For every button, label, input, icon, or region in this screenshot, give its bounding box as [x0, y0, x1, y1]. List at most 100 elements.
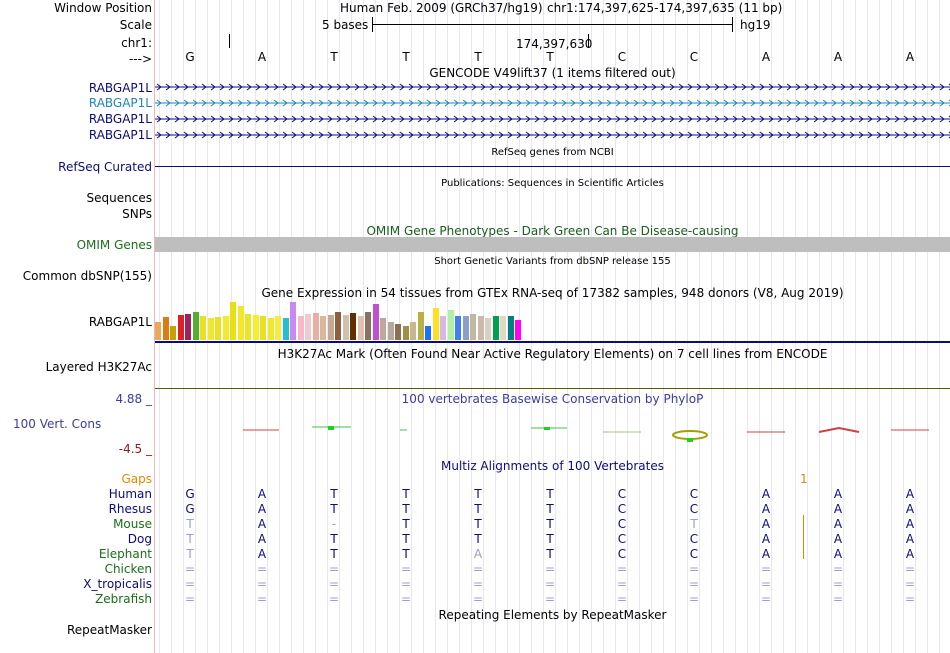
gencode-gene-label-3[interactable]: RABGAP1L [88, 112, 152, 126]
conservation-title[interactable]: 100 vertebrates Basewise Conservation by… [401, 392, 704, 406]
gencode-gene-label-4[interactable]: RABGAP1L [88, 128, 152, 142]
species-label[interactable]: Elephant [98, 547, 152, 561]
repeatmasker-title[interactable]: Repeating Elements by RepeatMasker [438, 608, 667, 622]
gtex-tissue-bar[interactable] [267, 318, 274, 340]
gtex-tissue-bar[interactable] [312, 313, 319, 340]
gtex-tissue-bar[interactable] [372, 304, 379, 340]
gtex-tissue-bar[interactable] [402, 326, 409, 340]
h3k27ac-title[interactable]: H3K27Ac Mark (Often Found Near Active Re… [277, 347, 828, 361]
gencode-gene-label-2[interactable]: RABGAP1L [88, 96, 152, 110]
gtex-tissue-bar[interactable] [455, 316, 461, 340]
species-label[interactable]: Zebrafish [95, 592, 152, 606]
gtex-tissue-bar[interactable] [237, 306, 244, 340]
gtex-tissue-bar[interactable] [395, 324, 401, 340]
strand-chevron [750, 131, 756, 139]
gtex-tissue-bar[interactable] [462, 316, 469, 340]
gtex-tissue-bar[interactable] [500, 316, 506, 340]
multiz-title[interactable]: Multiz Alignments of 100 Vertebrates [440, 459, 665, 473]
gtex-tissue-bar[interactable] [222, 316, 229, 340]
gtex-tissue-bar[interactable] [320, 316, 326, 340]
species-label[interactable]: Mouse [113, 517, 152, 531]
conservation-label[interactable]: 100 Vert. Cons [13, 417, 102, 431]
gtex-tissue-bar[interactable] [260, 316, 266, 340]
gtex-tissue-bar[interactable] [192, 312, 199, 340]
strand-chevron [345, 83, 351, 91]
conservation-plot[interactable] [155, 420, 950, 446]
gtex-tissue-bar[interactable] [485, 318, 491, 340]
gtex-tissue-bar[interactable] [350, 313, 356, 340]
strand-chevron [165, 99, 171, 107]
alignment-base: = [256, 562, 268, 576]
gtex-tissue-bar[interactable] [207, 318, 214, 340]
strand-toggle[interactable]: ---> [128, 52, 152, 66]
gtex-tissue-bar[interactable] [492, 316, 499, 340]
strand-chevron [570, 115, 576, 123]
strand-chevron [624, 99, 630, 107]
gtex-tissue-bar[interactable] [185, 314, 191, 340]
gtex-tissue-bar[interactable] [327, 315, 334, 340]
gtex-tissue-bar[interactable] [245, 314, 251, 340]
omim-bar[interactable] [155, 237, 950, 252]
repeatmasker-label[interactable]: RepeatMasker [66, 623, 152, 637]
gtex-tissue-bar[interactable] [507, 316, 514, 340]
gtex-tissue-bar[interactable] [282, 318, 289, 340]
strand-chevron [750, 83, 756, 91]
strand-chevron [579, 99, 585, 107]
species-label[interactable]: Dog [127, 532, 152, 546]
gtex-tissue-bar[interactable] [162, 317, 169, 340]
gtex-tissue-bar[interactable] [477, 316, 484, 340]
species-label[interactable]: X_tropicalis [83, 577, 152, 591]
refseq-title[interactable]: RefSeq genes from NCBI [491, 147, 614, 158]
alignment-base: T [474, 532, 482, 546]
gaps-label[interactable]: Gaps [121, 472, 152, 486]
gtex-tissue-bar[interactable] [425, 326, 431, 340]
gtex-tissue-bar[interactable] [177, 315, 184, 340]
gtex-tissue-bar[interactable] [440, 316, 446, 340]
gtex-tissue-bar[interactable] [342, 315, 349, 340]
gencode-transcripts[interactable] [155, 80, 950, 142]
strand-chevron [489, 83, 495, 91]
gtex-tissue-bar[interactable] [335, 312, 341, 340]
species-label[interactable]: Human [108, 487, 152, 501]
gtex-tissue-bar[interactable] [297, 316, 304, 340]
gtex-tissue-bar[interactable] [387, 322, 394, 340]
strand-chevron [345, 115, 351, 123]
omim-title[interactable]: OMIM Gene Phenotypes - Dark Green Can Be… [366, 224, 739, 238]
gencode-gene-label-1[interactable]: RABGAP1L [88, 81, 152, 95]
gtex-tissue-bar[interactable] [357, 316, 364, 340]
species-label[interactable]: Chicken [104, 562, 152, 576]
gtex-tissue-bar[interactable] [410, 322, 416, 340]
gtex-tissue-bar[interactable] [447, 310, 454, 340]
dbsnp-label[interactable]: Common dbSNP(155) [22, 269, 152, 283]
gtex-tissue-bar[interactable] [170, 326, 176, 340]
dbsnp-title[interactable]: Short Genetic Variants from dbSNP releas… [434, 256, 671, 267]
publications-snps-label[interactable]: SNPs [122, 207, 152, 221]
strand-chevron [507, 131, 513, 139]
gtex-tissue-bar[interactable] [515, 320, 521, 340]
gtex-tissue-bar[interactable] [290, 302, 296, 340]
gtex-tissue-bar[interactable] [200, 316, 206, 340]
gtex-tissue-bar[interactable] [252, 315, 259, 340]
strand-chevron [291, 83, 297, 91]
gtex-tissue-bar[interactable] [155, 322, 161, 340]
gtex-tissue-bar[interactable] [275, 316, 281, 340]
species-label[interactable]: Rhesus [108, 502, 152, 516]
refseq-gene-line[interactable] [155, 166, 950, 167]
gencode-title[interactable]: GENCODE V49lift37 (1 items filtered out) [429, 66, 676, 80]
gtex-title[interactable]: Gene Expression in 54 tissues from GTEx … [261, 286, 844, 300]
gtex-tissue-bar[interactable] [380, 318, 386, 340]
gtex-tissue-bar[interactable] [365, 312, 371, 340]
publications-title[interactable]: Publications: Sequences in Scientific Ar… [441, 178, 664, 189]
gtex-tissue-bar[interactable] [417, 312, 424, 340]
gtex-tissue-bar[interactable] [432, 308, 439, 340]
gtex-tissue-bar[interactable] [215, 317, 221, 340]
publications-sequences-label[interactable]: Sequences [86, 191, 152, 205]
gtex-tissue-bar[interactable] [230, 302, 236, 340]
gtex-bar-chart[interactable] [155, 300, 555, 340]
h3k27ac-label[interactable]: Layered H3K27Ac [45, 360, 152, 374]
refseq-label[interactable]: RefSeq Curated [58, 160, 152, 174]
gtex-tissue-bar[interactable] [305, 314, 311, 340]
gtex-label[interactable]: RABGAP1L [88, 315, 152, 329]
gtex-tissue-bar[interactable] [470, 314, 476, 340]
omim-label[interactable]: OMIM Genes [76, 238, 152, 252]
